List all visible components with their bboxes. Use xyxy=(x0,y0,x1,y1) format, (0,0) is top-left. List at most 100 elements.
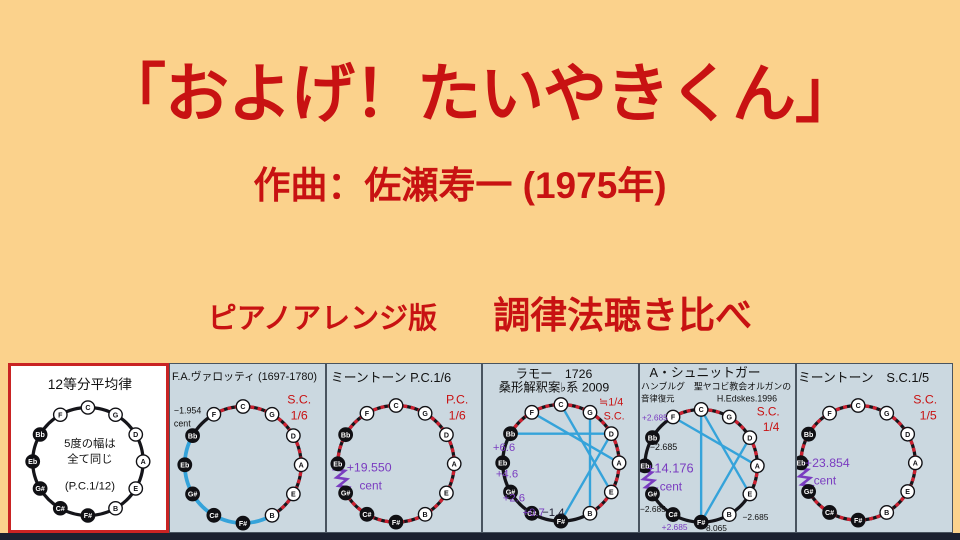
badge-line: P.C. xyxy=(446,393,468,407)
note-A: A xyxy=(908,455,923,471)
panel-meantone-sc15: C G D A E B F# C# G# Eb Bb F ミーントーン S.C.1/5 S.C. 1/5 +2… xyxy=(796,363,953,533)
comparison-caption: 調律法聴き比べ xyxy=(493,294,753,336)
badge-line: ≒1/4 xyxy=(600,396,624,408)
svg-text:E: E xyxy=(291,491,296,499)
svg-text:G#: G# xyxy=(648,491,658,499)
tuning-strip: C G D A E B F# C# G# Eb Bb F 12等分平均律 5度の幅は 全て同じ (P.C.1/… xyxy=(0,363,960,533)
panel-rameau-1726: C G D A E B F# C# G# Eb Bb F ラモー 1726 桑形解釈案♭系 2009 ≒1/… xyxy=(482,363,640,533)
chord-F-A xyxy=(672,415,759,467)
note-Eb: Eb xyxy=(177,457,193,473)
svg-text:B: B xyxy=(884,509,889,517)
svg-text:Bb: Bb xyxy=(804,431,814,439)
panel-vallotti: C G D A E B F# C# G# Eb Bb F F.A.ヴァロッティ (1697-1780) S… xyxy=(168,363,326,533)
svg-text:Bb: Bb xyxy=(341,431,351,439)
note-E: E xyxy=(742,486,758,502)
note-Bb: Bb xyxy=(185,428,200,444)
note-F#: F# xyxy=(80,508,96,523)
note-D: D xyxy=(604,426,620,442)
svg-text:F: F xyxy=(530,409,535,417)
svg-text:E: E xyxy=(609,489,614,497)
svg-text:B: B xyxy=(113,506,118,513)
chord-D-F# xyxy=(560,433,613,522)
badge-line: 1/4 xyxy=(763,420,780,434)
arrangement-caption: ピアノアレンジ版 xyxy=(207,302,438,335)
note-E: E xyxy=(128,481,144,496)
cent-label: cent xyxy=(660,479,683,493)
note-D: D xyxy=(742,430,758,446)
note-C: C xyxy=(850,398,866,413)
center-text: 5度の幅は xyxy=(64,436,116,450)
svg-text:A: A xyxy=(451,460,456,468)
note-G#: G# xyxy=(503,484,519,500)
note-C#: C# xyxy=(524,505,540,521)
cent-label: +2.685 xyxy=(642,412,668,422)
note-G: G xyxy=(108,407,123,422)
svg-text:E: E xyxy=(444,490,449,498)
svg-text:B: B xyxy=(422,511,427,519)
svg-text:G: G xyxy=(588,409,594,417)
badge-line: S.C. xyxy=(757,404,780,418)
composer-line: 作曲：佐瀬寿一 (1975年) xyxy=(253,164,667,206)
bottom-bar xyxy=(0,533,960,540)
note-B: B xyxy=(583,505,598,521)
svg-text:B: B xyxy=(588,510,593,518)
svg-text:C: C xyxy=(856,402,861,410)
note-D: D xyxy=(900,426,916,442)
badge-line: 1/5 xyxy=(920,408,937,422)
note-F#: F# xyxy=(553,513,569,529)
badge-line: 1/6 xyxy=(290,408,307,422)
svg-text:C#: C# xyxy=(528,510,537,518)
cent-label: cent xyxy=(174,418,191,428)
note-F#: F# xyxy=(388,514,404,530)
note-F#: F# xyxy=(694,514,709,530)
panel-subtitle: 音律復元 xyxy=(641,394,675,404)
svg-text:C: C xyxy=(559,401,564,409)
badge-line: S.C. xyxy=(287,393,311,407)
note-B: B xyxy=(417,506,433,522)
note-Eb: Eb xyxy=(25,454,41,469)
svg-text:F: F xyxy=(828,410,833,418)
svg-text:F#: F# xyxy=(697,519,705,527)
note-C: C xyxy=(694,402,709,417)
note-G: G xyxy=(264,406,280,422)
svg-text:E: E xyxy=(133,486,138,493)
note-G#: G# xyxy=(32,481,48,496)
circle-of-fifths-meantone-pc16: C G D A E B F# C# G# Eb Bb F ミーントーン P.C.1/6 P.C.1/6 +1… xyxy=(330,370,468,530)
svg-text:G#: G# xyxy=(35,486,45,493)
svg-text:G#: G# xyxy=(341,490,351,498)
note-C#: C# xyxy=(52,501,68,516)
note-G: G xyxy=(879,405,895,421)
svg-text:G#: G# xyxy=(188,491,198,499)
svg-text:C: C xyxy=(393,402,398,410)
note-F: F xyxy=(359,405,374,421)
svg-text:A: A xyxy=(913,459,918,467)
note-Bb: Bb xyxy=(337,427,353,443)
badge-line: S.C. xyxy=(913,393,937,407)
cent-label: −1.954 xyxy=(174,405,201,415)
note-G: G xyxy=(583,404,598,420)
cent-label: −2.685 xyxy=(650,442,677,452)
svg-text:A: A xyxy=(755,462,760,470)
note-Bb: Bb xyxy=(503,426,519,442)
svg-text:E: E xyxy=(748,491,753,499)
panel-meantone-pc16: C G D A E B F# C# G# Eb Bb F ミーントーン P.C.1/6 P.C. 1/6 +1… xyxy=(325,363,483,533)
svg-text:E: E xyxy=(905,488,910,496)
cent-label: +14.176 xyxy=(647,461,694,476)
svg-text:D: D xyxy=(905,431,910,439)
note-D: D xyxy=(438,427,454,443)
badge-line: S.C. xyxy=(604,410,625,422)
note-D: D xyxy=(285,428,301,444)
note-C: C xyxy=(553,397,569,412)
note-G#: G# xyxy=(801,484,817,499)
svg-text:C#: C# xyxy=(209,512,218,520)
note-B: B xyxy=(722,507,737,522)
svg-text:Bb: Bb xyxy=(648,434,658,442)
svg-text:G: G xyxy=(727,414,733,422)
svg-text:C#: C# xyxy=(825,509,834,517)
svg-text:C: C xyxy=(85,405,90,412)
note-C#: C# xyxy=(206,507,222,523)
note-G: G xyxy=(722,409,737,425)
svg-text:B: B xyxy=(727,511,732,519)
